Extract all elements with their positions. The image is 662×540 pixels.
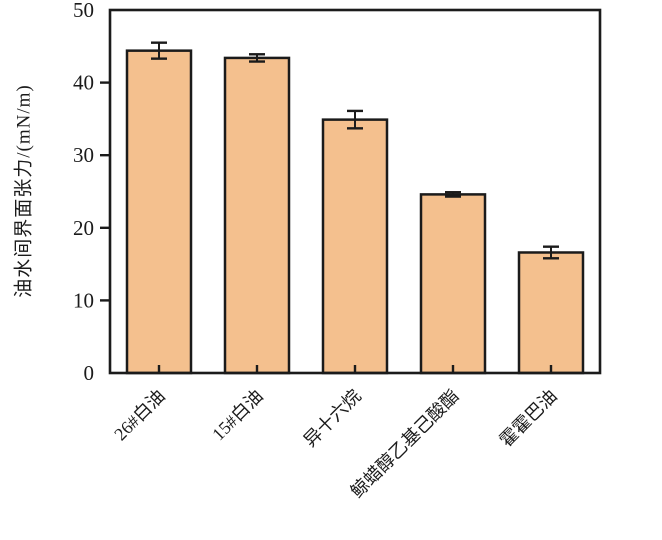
bar	[223, 56, 291, 375]
x-tick-label: 26#白油	[110, 386, 169, 445]
bar	[517, 251, 585, 375]
y-tick-label: 10	[73, 288, 94, 312]
x-tick-label: 异十六烷	[300, 386, 365, 451]
bar	[419, 193, 487, 375]
y-tick-label: 40	[73, 71, 94, 95]
y-axis-title: 油水间界面张力/(mN/m)	[13, 84, 35, 298]
y-tick-label: 50	[73, 0, 94, 22]
plot-frame	[108, 8, 602, 375]
bar	[125, 49, 193, 375]
x-tick-label: 15#白油	[208, 386, 267, 445]
y-tick-label: 30	[73, 143, 94, 167]
y-tick-label: 20	[73, 216, 94, 240]
bar	[321, 118, 389, 375]
y-tick-label: 0	[84, 361, 95, 385]
x-tick-label: 鲸蜡醇乙基己酸酯	[347, 386, 463, 502]
x-tick-label: 霍霍巴油	[496, 386, 561, 451]
